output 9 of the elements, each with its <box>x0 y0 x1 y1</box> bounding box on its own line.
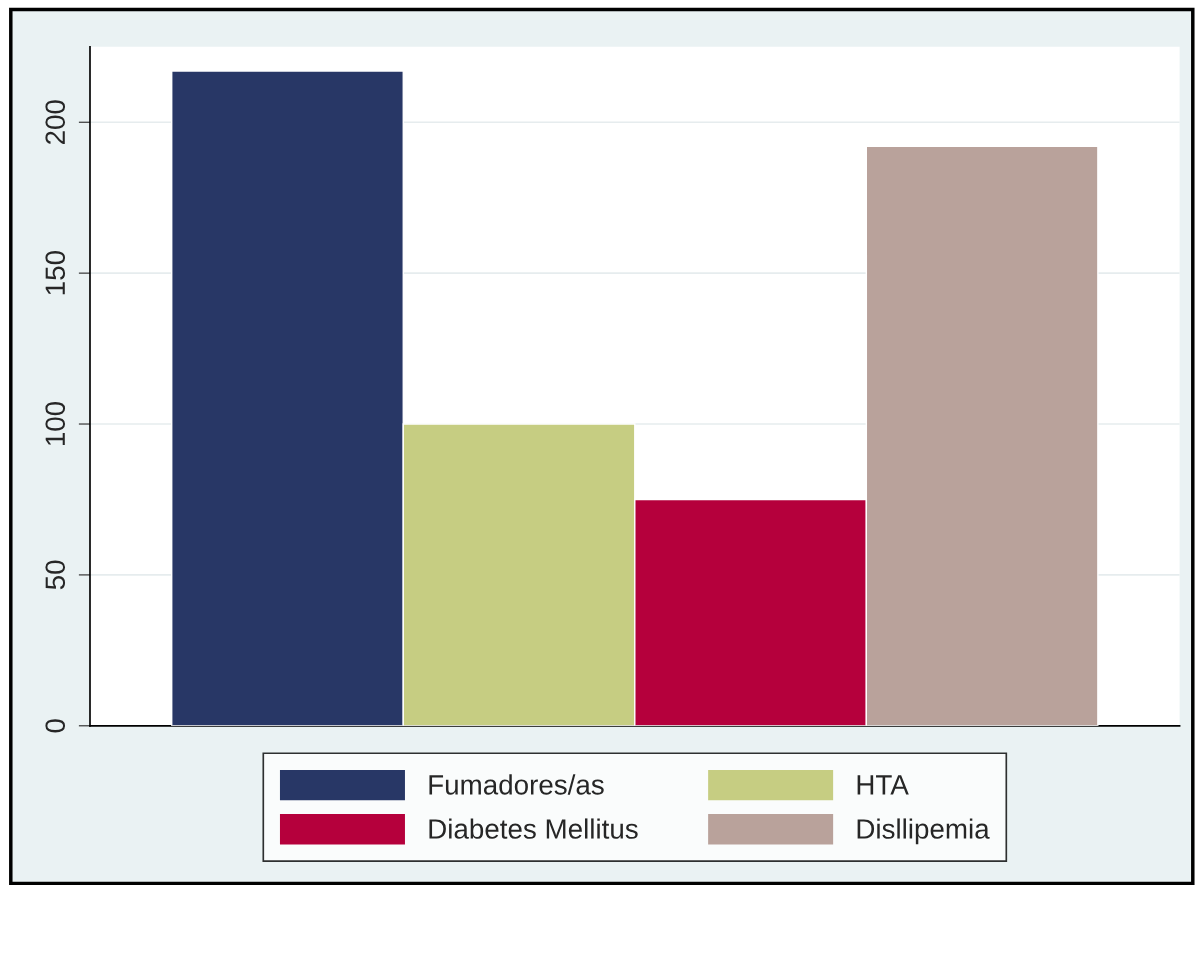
legend-label: Diabetes Mellitus <box>429 818 638 839</box>
y-tick-label: 50 <box>45 560 66 590</box>
y-tick-label: 200 <box>45 100 66 145</box>
y-tick-label: 0 <box>45 719 66 733</box>
legend-label: Disllipemia <box>857 818 990 845</box>
legend-label: Fumadores/as <box>429 774 604 795</box>
legend-label: HTA <box>857 775 909 795</box>
y-tick-label: 100 <box>45 401 66 446</box>
y-tick-label: 150 <box>45 251 66 295</box>
